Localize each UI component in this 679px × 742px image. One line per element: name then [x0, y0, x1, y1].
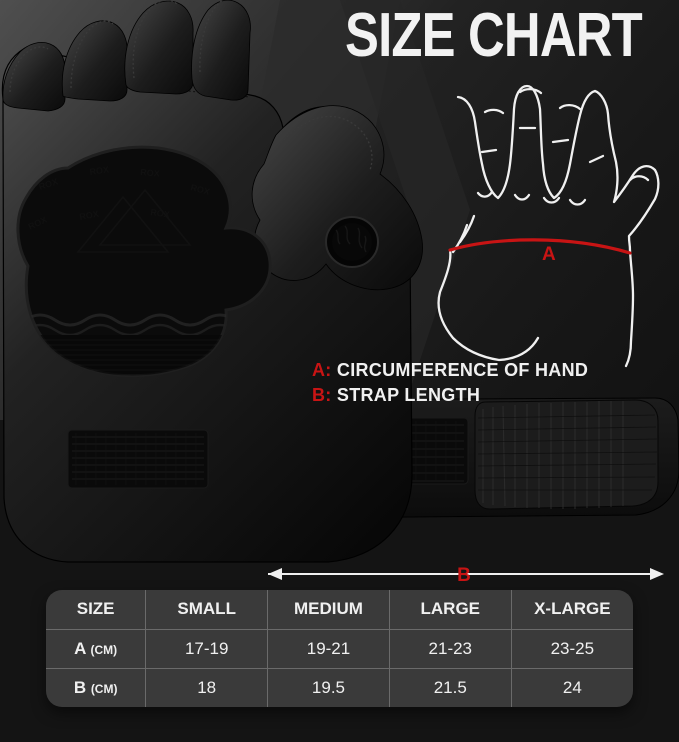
svg-text:A: A — [542, 244, 556, 265]
svg-text:ROX: ROX — [140, 167, 160, 179]
svg-text:B: B — [457, 565, 471, 586]
